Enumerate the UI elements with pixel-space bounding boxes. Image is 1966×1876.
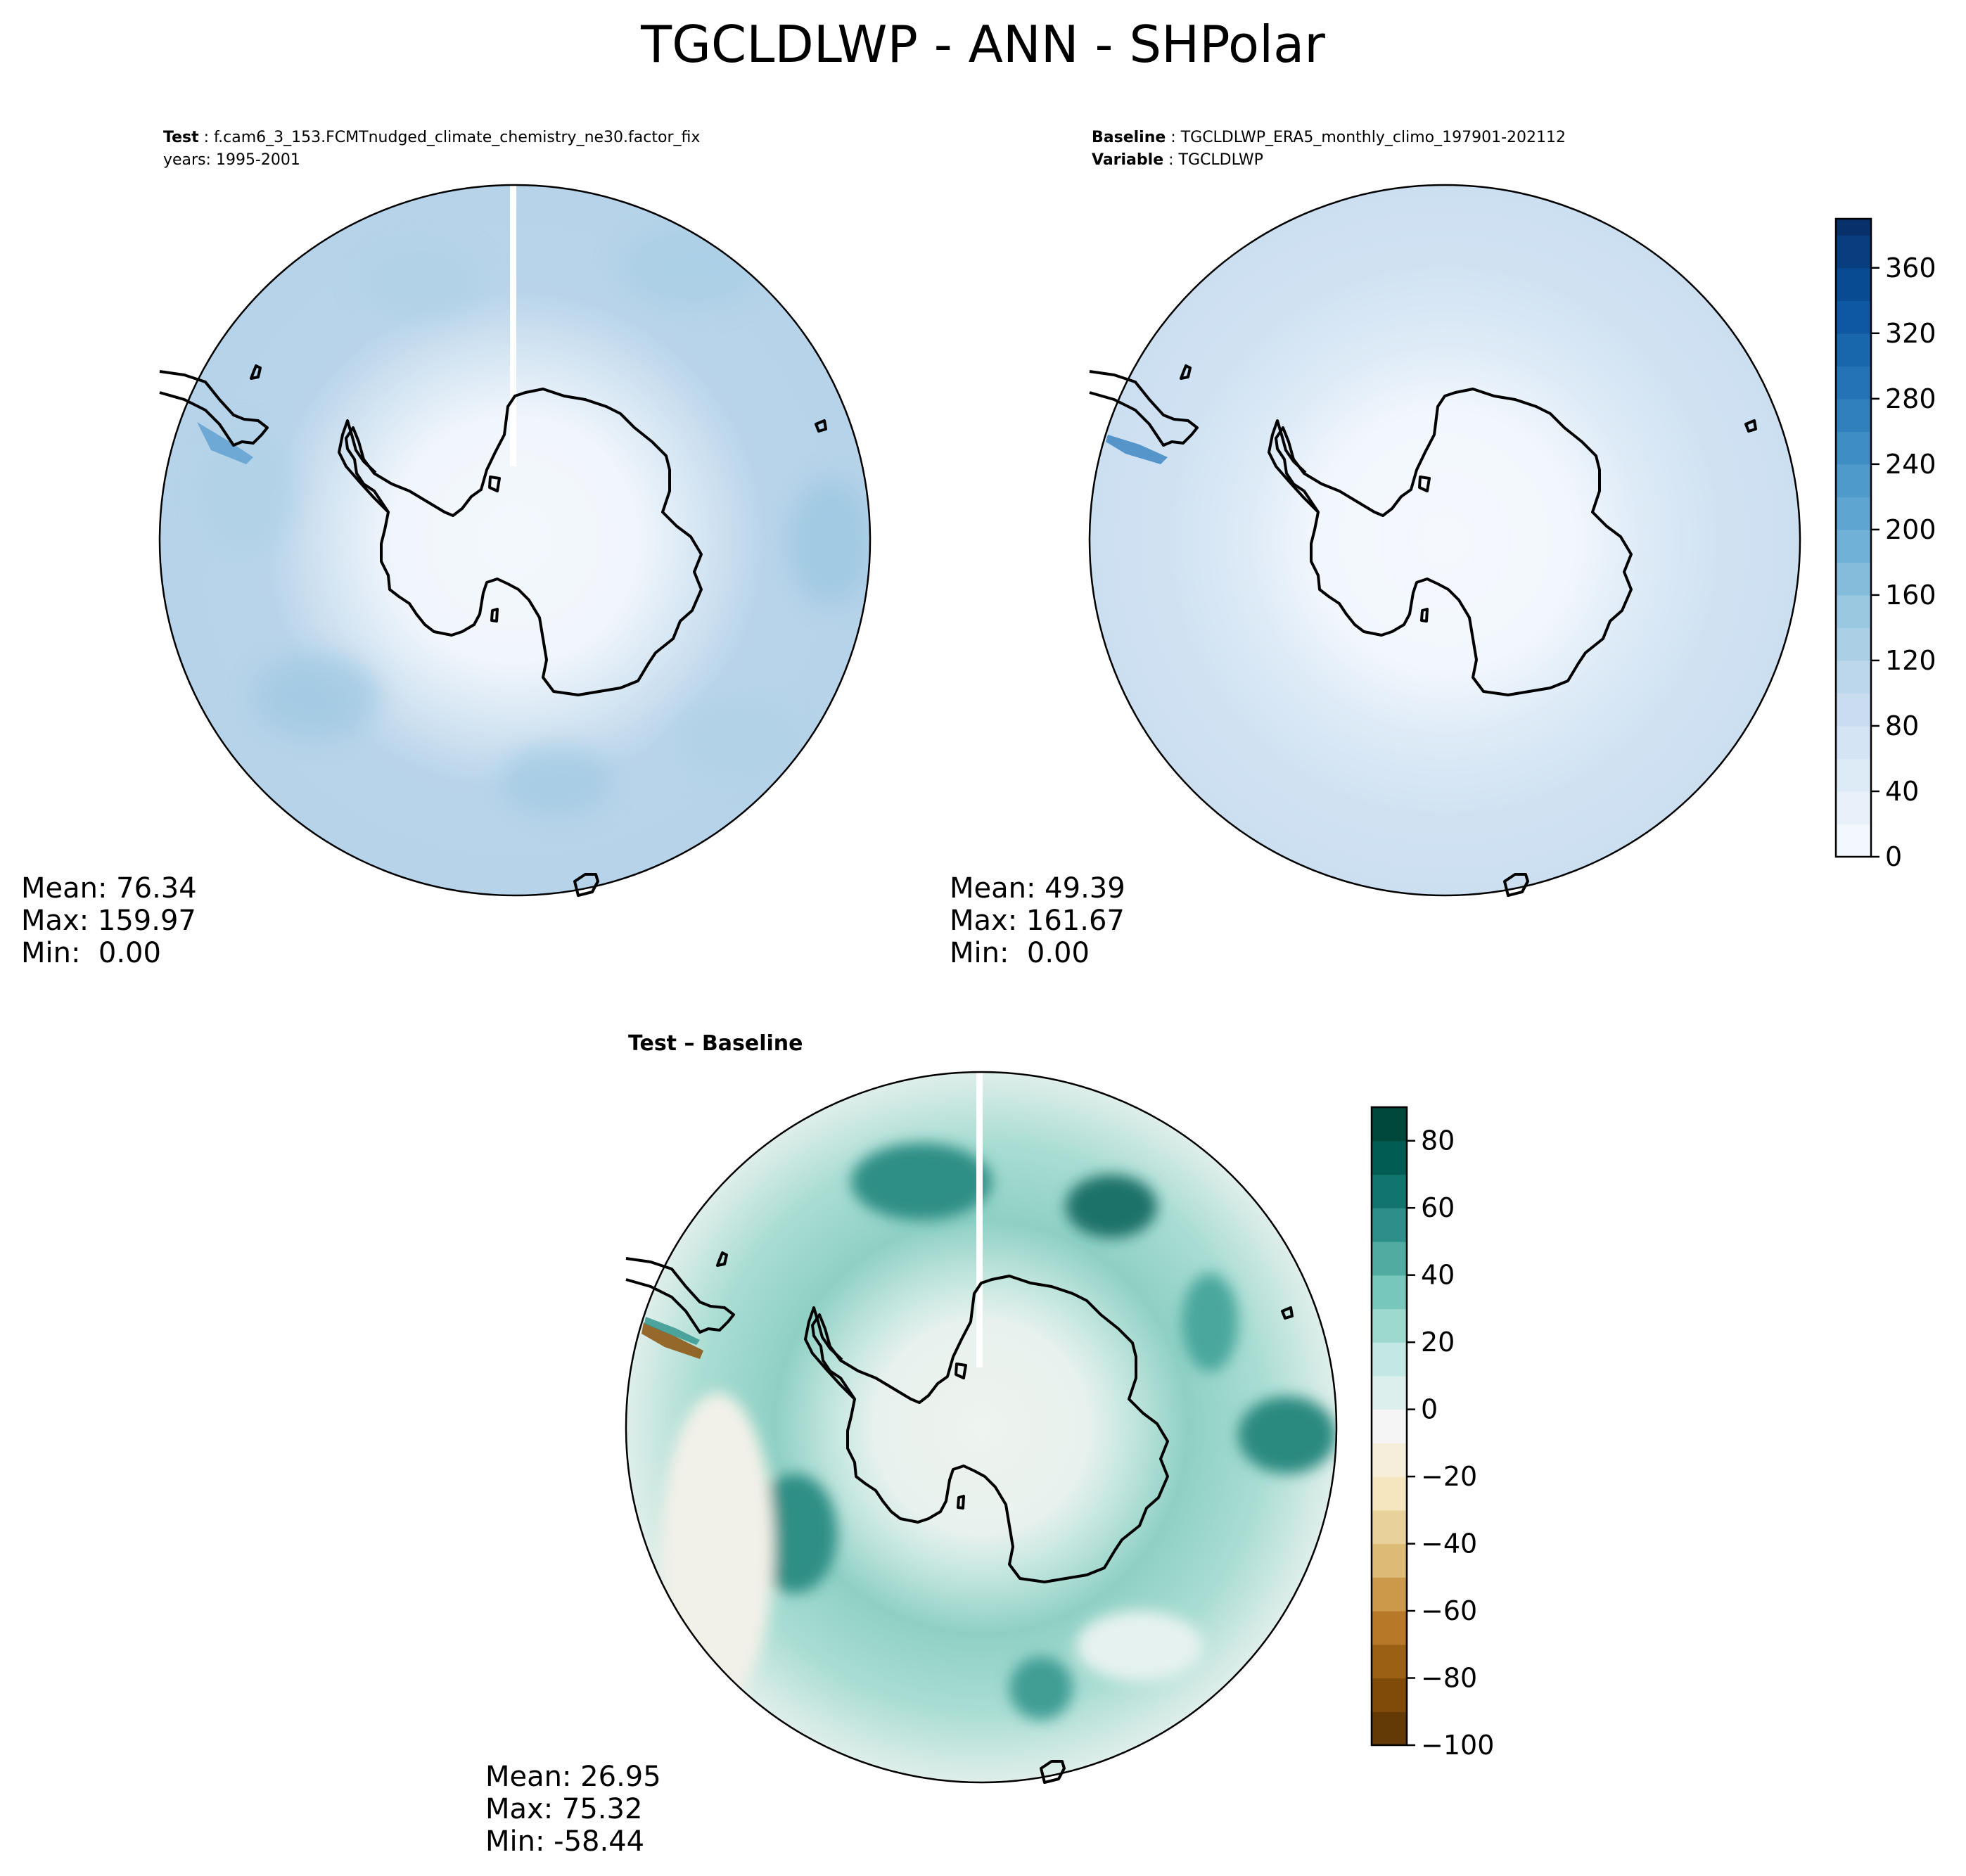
colorbar-blues-tick-label: 40 [1885,776,1919,807]
test-mean: Mean: 76.34 [21,872,197,905]
difference-mean: Mean: 26.95 [485,1761,661,1793]
colorbar-brbg-tick-label: −60 [1421,1595,1477,1626]
colorbar-brbg-band [1372,1241,1407,1276]
colorbar-blues-band [1836,235,1871,269]
colorbar-blues-band [1836,431,1871,465]
figure-title: TGCLDLWP - ANN - SHPolar [641,15,1325,74]
colorbar-blues-band [1836,300,1871,334]
colorbar-blues-band [1836,693,1871,727]
difference-map-panel [625,1071,1338,1784]
colorbar-blues-band [1836,219,1871,236]
colorbar-brbg-tick-label: 0 [1421,1394,1438,1425]
baseline-stats: Mean: 49.39 Max: 161.67 Min: 0.00 [950,872,1125,969]
test-label-sep: : [198,129,215,146]
colorbar-blues-tick-label: 320 [1885,318,1936,349]
baseline-variable-key: Variable [1092,151,1164,169]
colorbar-brbg-band [1372,1275,1407,1310]
colorbar-brbg-band [1372,1510,1407,1545]
baseline-label-key: Baseline [1092,129,1166,146]
colorbar-brbg-band [1372,1644,1407,1679]
colorbar-blues-band [1836,660,1871,694]
colorbar-brbg-tick-label: 40 [1421,1260,1455,1291]
colorbar-brbg-tick-label: −80 [1421,1663,1477,1694]
test-min: Min: 0.00 [21,937,161,969]
colorbar-brbg-band [1372,1140,1407,1175]
difference-stats: Mean: 26.95 Max: 75.32 Min: -58.44 [485,1761,661,1858]
colorbar-brbg-tick-label: 20 [1421,1327,1455,1358]
colorbar-blues-tick-label: 280 [1885,383,1936,414]
colorbar-blues-tick-label: 120 [1885,645,1936,676]
colorbar-brbg-band [1372,1208,1407,1242]
colorbar-blues-band [1836,267,1871,301]
colorbar-brbg-tick-label: 80 [1421,1125,1455,1156]
colorbar-blues: 0 40 80 120 160 200 240 280 320 360 [1834,217,1936,872]
colorbar-blues-outline [1834,217,1872,858]
colorbar-blues-tick-label: 160 [1885,580,1936,611]
colorbar-brbg: −100 −80 −60 −40 −20 0 20 40 60 80 [1370,1106,1494,1761]
colorbar-blues-band [1836,398,1871,432]
baseline-label-value: TGCLDLWP_ERA5_monthly_climo_197901-20211… [1180,129,1566,146]
colorbar-brbg-band [1372,1577,1407,1612]
colorbar-brbg-tick-label: 60 [1421,1192,1455,1223]
baseline-variable-value: TGCLDLWP [1178,151,1263,169]
baseline-mean: Mean: 49.39 [950,872,1125,905]
colorbar-brbg-band [1372,1611,1407,1645]
colorbar-blues-band [1836,824,1871,857]
baseline-map-panel [1088,184,1801,897]
colorbar-blues-tick-label: 240 [1885,449,1936,480]
colorbar-brbg-band [1372,1375,1407,1410]
colorbar-blues-band [1836,464,1871,497]
colorbar-blues-tick-label: 80 [1885,710,1919,741]
colorbar-blues-band [1836,366,1871,400]
test-map-panel [158,184,872,897]
difference-title: Test – Baseline [628,1031,803,1056]
colorbar-brbg-band [1372,1107,1407,1142]
colorbar-blues-band [1836,594,1871,629]
colorbar-brbg-band [1372,1174,1407,1208]
colorbar-blues-band [1836,529,1871,563]
test-stats: Mean: 76.34 Max: 159.97 Min: 0.00 [21,872,197,969]
colorbar-brbg-band [1372,1711,1407,1746]
difference-min: Min: -58.44 [485,1825,645,1858]
colorbar-brbg-band [1372,1308,1407,1343]
colorbar-brbg-tick-label: −40 [1421,1529,1477,1559]
test-label-key: Test [163,129,199,146]
colorbar-brbg-band [1372,1543,1407,1578]
test-subtitle: Test : f.cam6_3_153.FCMTnudged_climate_c… [163,127,700,172]
colorbar-brbg-band [1372,1678,1407,1712]
colorbar-brbg-band [1372,1476,1407,1511]
test-label-value: f.cam6_3_153.FCMTnudged_climate_chemistr… [214,129,701,146]
colorbar-blues-band [1836,627,1871,661]
colorbar-brbg-outline [1370,1106,1408,1747]
colorbar-blues-band [1836,562,1871,596]
colorbar-brbg-band [1372,1342,1407,1377]
colorbar-brbg-band [1372,1443,1407,1477]
colorbar-brbg-tick-label: −100 [1421,1730,1494,1761]
baseline-label-sep: : [1166,129,1181,146]
difference-title-a: Test [628,1031,677,1056]
colorbar-blues-tick-label: 360 [1885,253,1936,283]
baseline-subtitle: Baseline : TGCLDLWP_ERA5_monthly_climo_1… [1092,127,1566,172]
baseline-min: Min: 0.00 [950,937,1090,969]
colorbar-blues-band [1836,725,1871,760]
colorbar-blues-band [1836,758,1871,792]
colorbar-blues-tick-label: 200 [1885,514,1936,545]
test-max: Max: 159.97 [21,905,196,937]
difference-title-b: Baseline [701,1031,803,1056]
colorbar-blues-band [1836,791,1871,825]
difference-max: Max: 75.32 [485,1793,643,1825]
colorbar-brbg-tick-label: −20 [1421,1461,1477,1492]
colorbar-blues-band [1836,333,1871,366]
colorbar-brbg-band [1372,1409,1407,1443]
colorbar-blues-tick-label: 0 [1885,841,1902,872]
difference-title-sep: – [677,1031,702,1056]
test-years: years: 1995-2001 [163,151,300,169]
colorbar-blues-band [1836,497,1871,530]
baseline-max: Max: 161.67 [950,905,1125,937]
baseline-variable-sep: : [1163,151,1179,169]
